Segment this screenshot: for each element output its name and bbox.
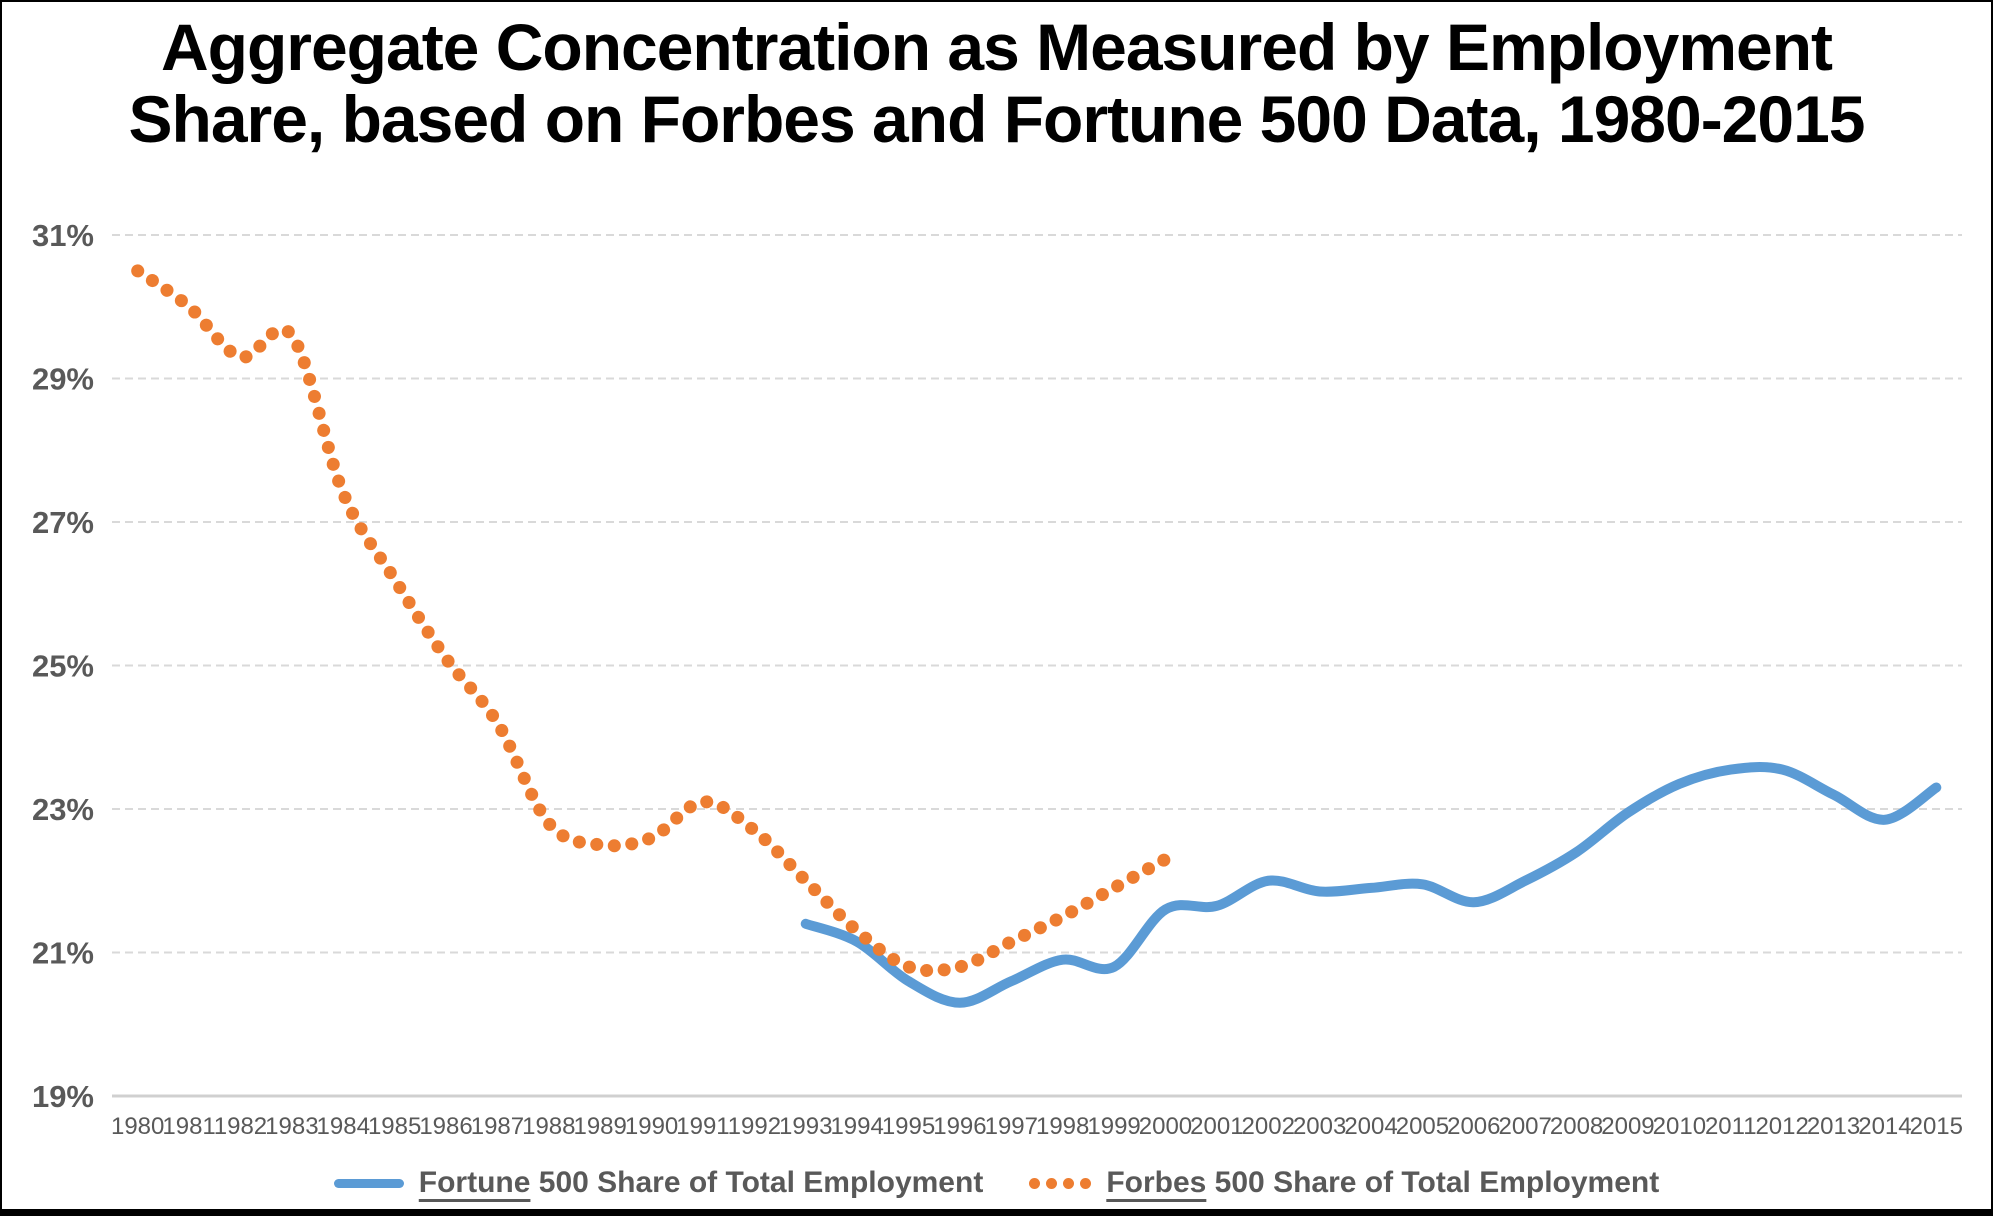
forbes-swatch-dot: [1029, 1177, 1041, 1189]
x-tick-label: 2010: [1653, 1113, 1706, 1140]
forbes-dots-swatch: [1029, 1177, 1092, 1189]
x-tick-label: 2014: [1858, 1113, 1911, 1140]
x-tick-label: 1988: [522, 1113, 575, 1140]
x-tick-label: 2002: [1242, 1113, 1295, 1140]
x-tick-label: 2007: [1498, 1113, 1551, 1140]
x-tick-label: 1981: [162, 1113, 215, 1140]
x-tick-label: 1994: [830, 1113, 883, 1140]
legend-label-fortune: Fortune 500 Share of Total Employment: [418, 1166, 984, 1199]
x-tick-label: 1990: [625, 1113, 678, 1140]
chart-title-line1: Aggregate Concentration as Measured by E…: [160, 10, 1833, 84]
y-tick-label: 27%: [32, 505, 94, 540]
y-tick-label: 19%: [32, 1079, 94, 1114]
legend-item-fortune: Fortune 500 Share of Total Employment: [333, 1166, 984, 1200]
fortune-line-swatch: [333, 1178, 404, 1188]
legend-label-forbes: Forbes 500 Share of Total Employment: [1106, 1166, 1660, 1199]
x-tick-label: 1986: [419, 1113, 472, 1140]
forbes-swatch-dot: [1046, 1177, 1058, 1189]
x-tick-label: 2000: [1139, 1113, 1192, 1140]
forbes-swatch-dot: [1080, 1177, 1092, 1189]
y-tick-label: 25%: [32, 649, 94, 684]
x-tick-label: 1999: [1087, 1113, 1140, 1140]
x-tick-label: 1993: [779, 1113, 832, 1140]
x-tick-label: 1980: [111, 1113, 164, 1140]
x-tick-label: 1989: [573, 1113, 626, 1140]
chart-title: Aggregate Concentration as Measured by E…: [2, 10, 1991, 156]
x-tick-label: 1998: [1036, 1113, 1089, 1140]
chart-title-line2: Share, based on Forbes and Fortune 500 D…: [128, 81, 1866, 156]
fortune-series-line: [800, 762, 1942, 1008]
x-tick-label: 2008: [1550, 1113, 1603, 1140]
x-tick-label: 2011: [1705, 1113, 1757, 1140]
x-tick-label: 1987: [471, 1113, 524, 1140]
x-tick-label: 2004: [1344, 1113, 1397, 1140]
x-tick-label: 2009: [1601, 1113, 1654, 1140]
x-tick-label: 2005: [1396, 1113, 1449, 1140]
forbes-swatch-dot: [1063, 1177, 1075, 1189]
x-tick-label: 2001: [1190, 1113, 1243, 1140]
x-tick-label: 2015: [1910, 1113, 1963, 1140]
x-tick-label: 2003: [1293, 1113, 1346, 1140]
x-tick-label: 1985: [368, 1113, 421, 1140]
x-tick-label: 2012: [1755, 1113, 1808, 1140]
y-tick-label: 21%: [32, 936, 94, 971]
x-tick-label: 1997: [985, 1113, 1038, 1140]
y-tick-label: 23%: [32, 792, 94, 827]
x-tick-label: 2006: [1447, 1113, 1500, 1140]
legend: Fortune 500 Share of Total Employment Fo…: [2, 1160, 1991, 1206]
legend-item-forbes: Forbes 500 Share of Total Employment: [1029, 1166, 1659, 1200]
x-tick-label: 1992: [728, 1113, 781, 1140]
forbes-series-line: [131, 264, 1172, 978]
x-tick-label: 1991: [676, 1113, 729, 1140]
x-tick-label: 1984: [317, 1113, 370, 1140]
y-tick-label: 29%: [32, 362, 94, 397]
y-tick-label: 31%: [32, 218, 94, 253]
x-tick-label: 1996: [933, 1113, 986, 1140]
x-tick-label: 1982: [214, 1113, 267, 1140]
x-tick-label: 1995: [882, 1113, 935, 1140]
x-tick-label: 2013: [1807, 1113, 1860, 1140]
x-tick-label: 1983: [265, 1113, 318, 1140]
